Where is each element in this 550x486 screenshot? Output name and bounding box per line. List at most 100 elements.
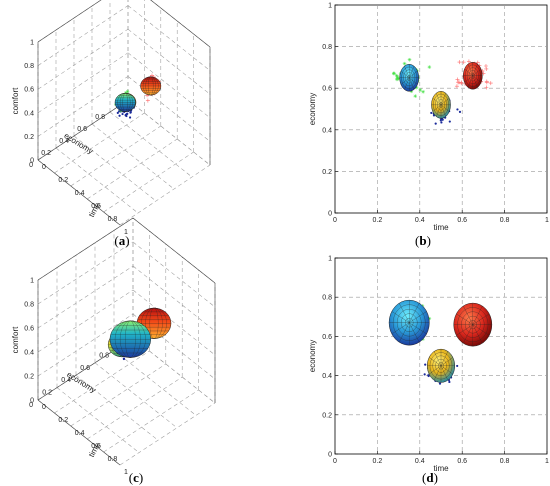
comfort-tick-label: 0.8 [24, 63, 34, 70]
y-tick-label: 1 [328, 256, 332, 263]
grid-line [103, 389, 199, 453]
grid-line [54, 350, 150, 414]
box-edge [132, 217, 216, 284]
ellipse-spoke [432, 97, 442, 105]
caption-a: (a) [114, 233, 129, 248]
box-edge [37, 217, 134, 281]
sample-star-marker [427, 316, 432, 321]
sample-dot-marker [129, 111, 132, 114]
caption-b: (b) [415, 233, 431, 248]
x-tick-label: 0.6 [457, 217, 467, 224]
grid-line [73, 135, 157, 202]
comfort-tick-label: 0.6 [24, 87, 34, 94]
grid-line [37, 241, 134, 305]
ellipse-spoke [428, 365, 442, 375]
caption-a-letter: a [119, 233, 126, 248]
ellipse-spoke [467, 75, 473, 88]
sample-star-marker [413, 94, 418, 98]
comfort-tick-label: 0 [30, 158, 34, 165]
y-tick-label: 0.8 [322, 44, 332, 51]
sample-dot-marker [434, 122, 437, 125]
ellipse-spoke [409, 303, 420, 323]
grid-line [127, 28, 211, 95]
economy-tick-label: 0 [29, 162, 33, 169]
y-tick-label: 0.4 [322, 127, 332, 134]
ellipse-spoke [428, 357, 442, 366]
grid-line [87, 138, 178, 200]
x-tick-label: 1 [545, 458, 549, 465]
comfort-tick-label: 0.8 [24, 302, 34, 309]
ellipse-spoke [440, 365, 449, 381]
grid-line [37, 5, 129, 66]
comfort-axis-label: comfort [11, 87, 20, 114]
sample-dot-marker [423, 373, 426, 376]
grid-line [56, 387, 140, 453]
ellipse-spoke [472, 68, 482, 76]
economy-tick-label: 0 [29, 402, 33, 409]
ellipse-spoke [404, 77, 410, 90]
sample-dot-marker [424, 363, 427, 366]
x-axis-label: time [433, 464, 449, 473]
sample-dot-marker [122, 357, 126, 360]
axis-time [37, 399, 121, 466]
y-tick-label: 0.6 [322, 86, 332, 93]
x-tick-label: 0.4 [415, 458, 425, 465]
sample-dot-marker [439, 119, 442, 122]
ellipse-spoke [472, 324, 490, 336]
ellipse-spoke [440, 351, 449, 366]
sample-dot-marker [448, 120, 451, 123]
x-tick-label: 0.8 [500, 458, 510, 465]
grid-line [55, 147, 139, 214]
y-tick-label: 0.4 [322, 373, 332, 380]
y-tick-label: 1 [328, 3, 332, 10]
sample-plus-marker [484, 80, 489, 85]
sample-plus-marker [466, 59, 471, 64]
sample-star-marker [392, 71, 396, 76]
sample-plus-marker [488, 81, 493, 86]
grid-line [119, 402, 216, 466]
ellipse-spoke [409, 311, 427, 323]
sample-plus-marker [145, 98, 150, 103]
ellipse-spoke [433, 365, 442, 381]
ellipse-spoke [464, 68, 473, 76]
economy-tick-label: 0.6 [80, 365, 90, 372]
time-tick-label: 1 [124, 469, 128, 476]
ellipse-spoke [440, 365, 454, 375]
sample-dot-marker [458, 110, 462, 113]
sample-dot-marker [456, 364, 459, 368]
y-axis-label: economy [308, 93, 317, 125]
ellipse-spoke [400, 70, 410, 78]
grid-line [70, 363, 166, 427]
grid-line [113, 350, 197, 416]
economy-tick-label: 0.4 [59, 138, 69, 145]
time-tick-label: 1 [124, 229, 128, 236]
economy-tick-label: 0.2 [41, 150, 51, 157]
ellipse-spoke [440, 93, 446, 105]
ellipse-spoke [398, 303, 410, 323]
grid-line [127, 99, 211, 166]
grid-line [132, 289, 216, 356]
caption-c-letter: c [133, 470, 139, 485]
ellipse-spoke [391, 322, 410, 335]
grid-line [37, 313, 134, 377]
ellipse-spoke [440, 357, 454, 366]
ellipse-spoke [409, 322, 427, 335]
sample-plus-marker [484, 66, 489, 71]
grid-line [37, 0, 102, 43]
grid-line [127, 5, 211, 71]
ellipse-spoke [472, 63, 478, 76]
ellipse-spoke [456, 313, 473, 325]
panel-b-2d-plot: 00 0.2 0.2 0.4 0.4 0.6 0.6 0.8 0.8 1 1 time economy [308, 3, 549, 233]
grid-line [37, 52, 129, 114]
grid-line [37, 289, 134, 353]
sample-plus-marker [484, 85, 489, 90]
sample-star-marker [402, 61, 407, 66]
y-tick-label: 0.2 [322, 412, 332, 419]
comfort-tick-label: 0.4 [24, 350, 34, 357]
ellipse-spoke [463, 305, 473, 325]
comfort-tick-label: 0.6 [24, 326, 34, 333]
ellipse-spoke [456, 324, 473, 336]
ellipse-spoke [440, 104, 446, 117]
ellipse-spoke [404, 66, 410, 78]
